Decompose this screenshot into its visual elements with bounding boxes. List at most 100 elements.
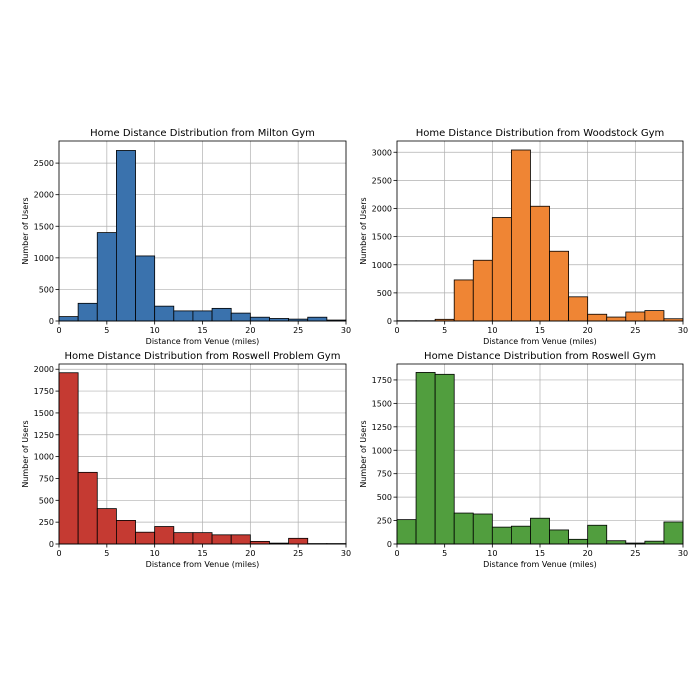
bar [58,372,79,545]
y-tick-label: 3000 [372,148,392,157]
y-tick-label: 500 [39,285,54,294]
bar [587,313,608,322]
x-tick-label: 5 [442,326,447,335]
bar [96,232,117,322]
chart-roswell-problem: 0 5 10 15 20 25 30 0 250 500 750 1000 1250 1500 1750 20… [21,351,351,569]
x-tick-label: 5 [442,549,447,558]
bar [510,149,531,322]
bar [77,302,98,322]
chart-milton: 0 5 10 15 20 25 30 0 500 1000 1500 2000 2500 Home Dis… [21,128,351,346]
x-tick-label: 20 [583,326,593,335]
x-tick-label: 30 [341,326,351,335]
x-tick-label: 10 [487,326,497,335]
x-tick-label: 15 [197,326,207,335]
bar [587,524,608,545]
bar [230,534,251,545]
x-tick-label: 30 [341,549,351,558]
bar [549,250,569,322]
y-tick-label: 250 [377,517,392,526]
chart-title: Home Distance Distribution from Woodstoc… [416,128,665,139]
bar [154,305,175,322]
bar [644,310,665,322]
x-tick-label: 20 [583,549,593,558]
bar [510,525,531,545]
y-tick-label: 1500 [34,409,54,418]
x-tick-label: 15 [535,549,545,558]
y-tick-label: 500 [39,496,54,505]
y-axis-label: Number of Users [21,197,30,264]
x-tick-label: 20 [245,326,255,335]
x-tick-label: 15 [197,549,207,558]
bar [288,537,309,545]
y-tick-label: 1000 [372,446,392,455]
y-tick-label: 1500 [372,399,392,408]
x-tick-label: 20 [245,549,255,558]
x-axis-label: Distance from Venue (miles) [483,560,597,569]
bar [396,519,417,545]
bar [58,316,79,322]
bar [307,316,328,322]
bar [415,372,436,545]
x-tick-label: 25 [293,549,303,558]
y-tick-label: 750 [377,470,392,479]
x-tick-label: 5 [104,549,109,558]
bar [192,310,213,322]
bar [116,520,136,545]
bar [116,150,136,322]
y-tick-label: 1000 [34,254,54,263]
y-tick-label: 0 [387,540,392,549]
chart-roswell: 0 5 10 15 20 25 30 0 250 500 750 1000 1250 1500 1750 Ho… [359,351,688,569]
y-tick-label: 2000 [372,205,392,214]
chart-woodstock: 0 5 10 15 20 25 30 0 500 1000 1500 2000 2500 3000 Home… [359,128,688,346]
bar [154,526,175,545]
y-tick-label: 500 [377,289,392,298]
y-tick-label: 750 [39,474,54,483]
bar [568,296,589,322]
bar [625,311,646,322]
bar [211,534,232,545]
bar [96,508,117,545]
y-tick-label: 0 [387,317,392,326]
x-tick-label: 30 [678,549,688,558]
y-tick-label: 1500 [34,222,54,231]
x-tick-label: 5 [104,326,109,335]
x-tick-label: 0 [394,549,399,558]
y-tick-label: 500 [377,493,392,502]
bar [453,279,474,322]
bar [663,521,684,545]
y-tick-label: 1000 [372,261,392,270]
bar [135,531,156,545]
bar [491,217,512,322]
x-tick-label: 0 [56,326,61,335]
y-tick-label: 1250 [34,431,54,440]
bar [192,532,213,545]
x-tick-label: 30 [678,326,688,335]
y-tick-label: 2500 [372,176,392,185]
y-tick-label: 1750 [34,387,54,396]
x-tick-label: 0 [394,326,399,335]
x-tick-label: 10 [150,326,160,335]
bar [491,526,512,545]
x-tick-label: 15 [535,326,545,335]
bar [568,538,589,545]
bar [530,205,550,322]
chart-title: Home Distance Distribution from Milton G… [90,128,315,139]
x-axis-label: Distance from Venue (miles) [483,337,597,346]
bar [530,517,550,545]
y-tick-label: 0 [49,317,54,326]
x-axis-label: Distance from Venue (miles) [146,337,260,346]
bar [606,540,627,545]
chart-title: Home Distance Distribution from Roswell … [65,351,341,362]
y-axis-label: Number of Users [21,420,30,487]
bar [453,512,474,545]
y-tick-label: 250 [39,518,54,527]
chart-title: Home Distance Distribution from Roswell … [424,351,656,362]
y-tick-label: 2000 [34,191,54,200]
bar [77,471,98,545]
bar [211,307,232,322]
y-tick-label: 1750 [372,376,392,385]
y-tick-label: 1250 [372,423,392,432]
bar [230,312,251,322]
x-tick-label: 0 [56,549,61,558]
